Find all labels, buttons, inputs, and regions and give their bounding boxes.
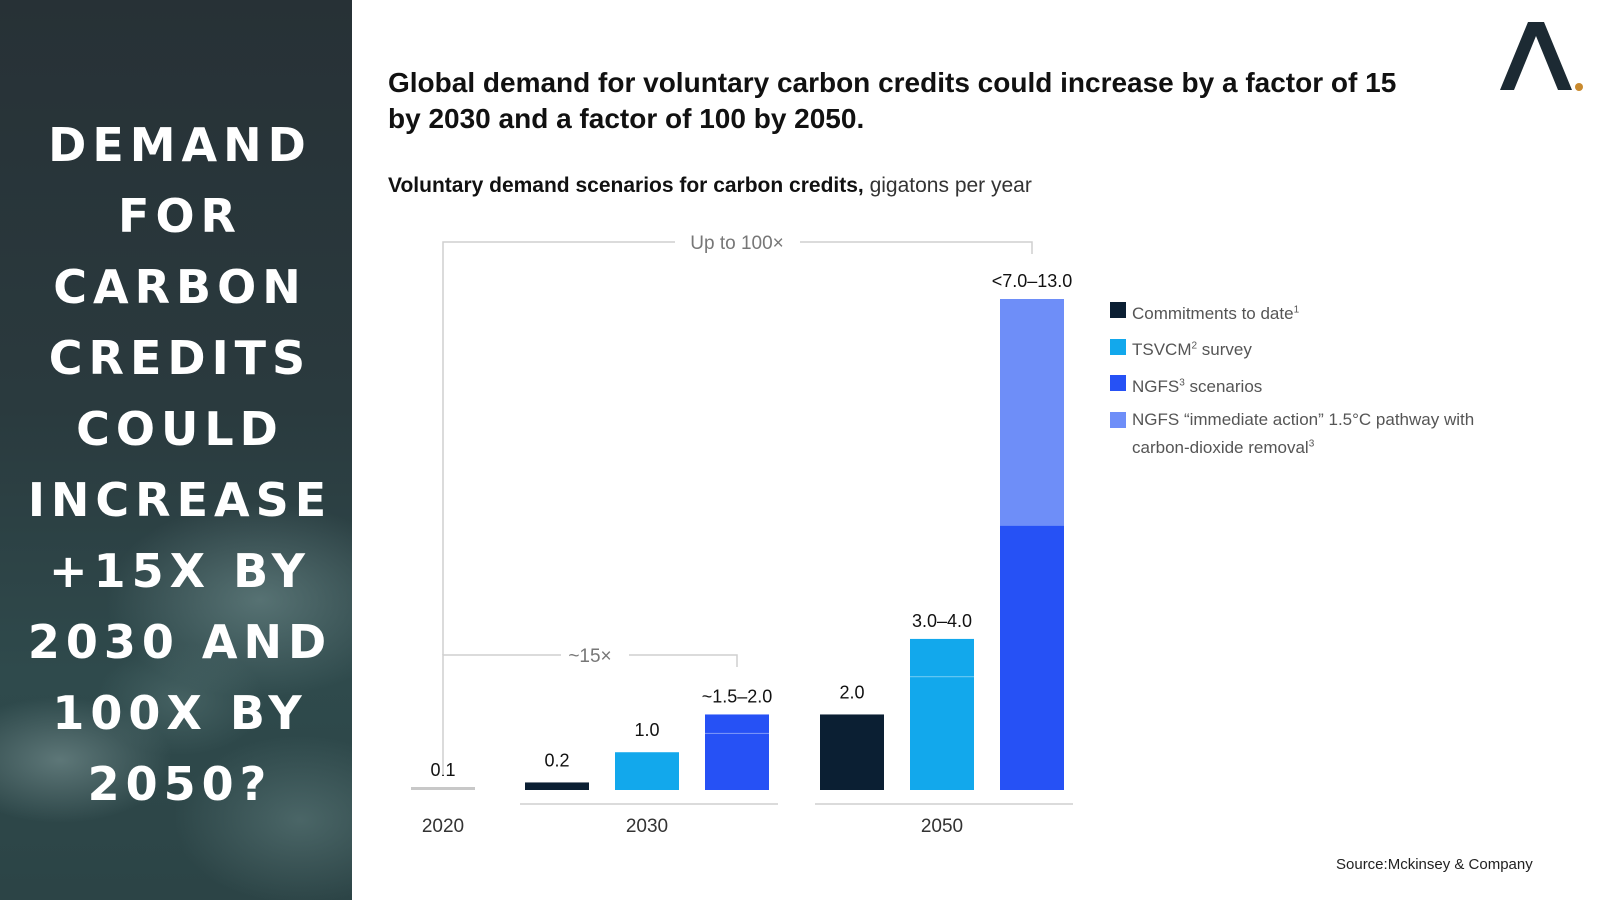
legend-label-tsvcm: TSVCM2 survey <box>1132 340 1252 360</box>
bracket-100x-right <box>800 241 1033 254</box>
bar-2020 <box>411 787 475 790</box>
legend-label-commitments: Commitments to date1 <box>1132 303 1300 323</box>
bar-ngfs-low-2030 <box>705 733 769 790</box>
bar-tsvcm-range-2050 <box>910 638 974 677</box>
left-panel: DEMAND FOR CARBON CREDITS COULD INCREASE… <box>0 0 352 900</box>
bar-value-label: 3.0–4.0 <box>912 611 972 631</box>
bar-value-label: 2.0 <box>839 682 864 702</box>
bar-ngfs_immediate-range-2050 <box>1000 299 1064 526</box>
chart-subtitle-bold: Voluntary demand scenarios for carbon cr… <box>388 174 864 197</box>
legend-swatch-tsvcm <box>1110 338 1126 355</box>
legend-swatch-ngfs <box>1110 375 1126 392</box>
x-tick-label: 2030 <box>626 816 668 837</box>
bar-value-label: ~1.5–2.0 <box>702 686 773 706</box>
bar-tsvcm-low-2050 <box>910 676 974 790</box>
headline: Global demand for voluntary carbon credi… <box>388 67 1397 134</box>
bracket-15x-label: ~15× <box>568 646 611 667</box>
legend-swatch-ngfs-immediate <box>1110 411 1126 428</box>
legend-label-ngfs: NGFS3 scenarios <box>1132 376 1263 396</box>
bar-value-label: 1.0 <box>634 720 659 740</box>
chart-subtitle-unit: gigatons per year <box>863 174 1032 197</box>
bar-commitments-2050 <box>820 714 884 790</box>
bracket-100x-label: Up to 100× <box>690 233 784 254</box>
bar-tsvcm-2030 <box>615 752 679 790</box>
chart-legend: Commitments to date1 TSVCM2 survey NGFS3… <box>1110 298 1510 469</box>
legend-item-ngfs-immediate: NGFS “immediate action” 1.5°C pathway wi… <box>1110 408 1510 460</box>
bar-value-label: <7.0–13.0 <box>992 271 1073 291</box>
legend-label-ngfs-immediate: NGFS “immediate action” 1.5°C pathway wi… <box>1132 409 1475 457</box>
legend-swatch-commitments <box>1110 302 1126 318</box>
x-tick-label: 2050 <box>921 816 963 837</box>
bracket-15x-right <box>629 654 738 667</box>
left-panel-title: DEMAND FOR CARBON CREDITS COULD INCREASE… <box>27 118 333 811</box>
chart-subtitle: Voluntary demand scenarios for carbon cr… <box>388 174 1032 198</box>
source-note: Source:Mckinsey & Company <box>1336 856 1533 873</box>
legend-item-tsvcm: TSVCM2 survey <box>1110 335 1510 363</box>
bar-commitments-2030 <box>525 782 589 790</box>
x-tick-label: 2020 <box>422 816 464 837</box>
bracket-15x-left <box>442 654 561 775</box>
bar-ngfs-range-2030 <box>705 714 769 734</box>
legend-item-ngfs: NGFS3 scenarios <box>1110 371 1510 399</box>
bar-ngfs-low-2050 <box>1000 525 1064 790</box>
legend-item-commitments: Commitments to date1 <box>1110 298 1510 326</box>
bracket-100x-left <box>442 241 675 655</box>
bar-value-label: 0.2 <box>544 750 569 770</box>
a-logo-icon <box>1500 22 1583 91</box>
